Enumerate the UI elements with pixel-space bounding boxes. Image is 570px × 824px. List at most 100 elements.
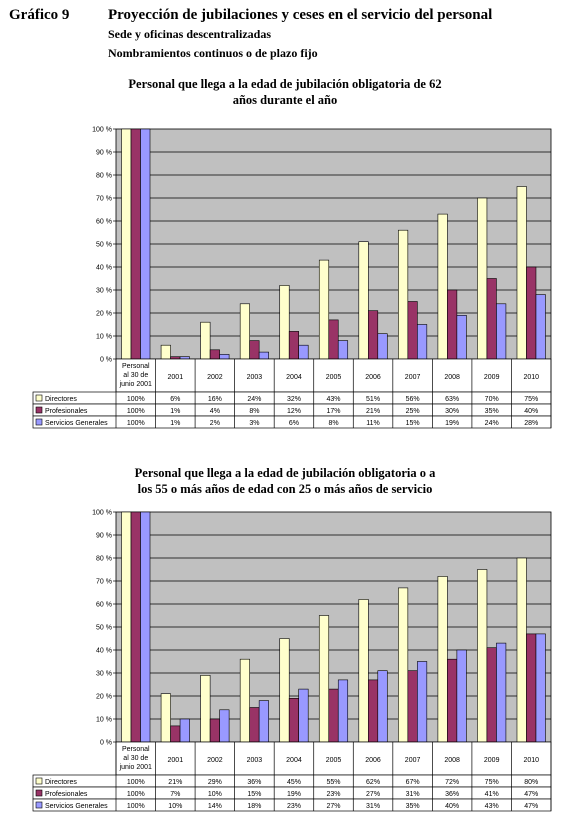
legend-key bbox=[35, 801, 43, 809]
bar bbox=[219, 709, 230, 743]
data-label: 100% bbox=[127, 420, 145, 427]
data-label: 21% bbox=[168, 779, 182, 786]
bar bbox=[477, 569, 488, 743]
data-label: 19% bbox=[445, 420, 459, 427]
data-label: 80% bbox=[524, 779, 538, 786]
data-label: 18% bbox=[247, 803, 261, 810]
y-tick-label: 10 % bbox=[96, 717, 112, 724]
data-label: 2% bbox=[210, 420, 220, 427]
data-label: 11% bbox=[366, 420, 380, 427]
legend-label: Directores bbox=[45, 396, 77, 403]
bar bbox=[407, 670, 418, 743]
data-label: 62% bbox=[366, 779, 380, 786]
data-label: 35% bbox=[485, 408, 499, 415]
y-tick-label: 20 % bbox=[96, 311, 112, 318]
bar bbox=[535, 633, 546, 743]
table-category-row bbox=[115, 358, 552, 393]
bar bbox=[367, 679, 379, 743]
data-label: 31% bbox=[366, 803, 380, 810]
data-label: 100% bbox=[127, 791, 145, 798]
y-tick-label: 30 % bbox=[96, 671, 112, 678]
data-label: 6% bbox=[170, 396, 180, 403]
legend-label: Directores bbox=[45, 779, 77, 786]
bar bbox=[398, 587, 409, 743]
data-label: 12% bbox=[287, 408, 301, 415]
data-label: 32% bbox=[287, 396, 301, 403]
data-label: 100% bbox=[127, 779, 145, 786]
y-tick-label: 60 % bbox=[96, 219, 112, 226]
data-label: 15% bbox=[406, 420, 420, 427]
bar bbox=[456, 649, 467, 743]
y-tick-label: 80 % bbox=[96, 173, 112, 180]
data-label: 72% bbox=[445, 779, 459, 786]
data-label: 43% bbox=[326, 396, 340, 403]
x-category-label: al 30 de bbox=[123, 372, 148, 379]
data-label: 100% bbox=[127, 396, 145, 403]
data-label: 45% bbox=[287, 779, 301, 786]
bar bbox=[288, 697, 299, 743]
page-title: Proyección de jubilaciones y ceses en el… bbox=[108, 7, 493, 23]
data-label: 23% bbox=[287, 803, 301, 810]
y-tick-label: 10 % bbox=[96, 334, 112, 341]
bar bbox=[200, 674, 211, 743]
bar bbox=[486, 647, 497, 743]
legend-key bbox=[35, 789, 43, 797]
y-tick-label: 70 % bbox=[96, 579, 112, 586]
x-category-label: 2002 bbox=[207, 757, 223, 764]
bar bbox=[239, 658, 250, 743]
chart-1-title-line-1: Personal que llega a la edad de jubilaci… bbox=[128, 77, 442, 91]
y-tick-label: 100 % bbox=[92, 510, 112, 517]
legend-label: Profesionales bbox=[45, 408, 88, 415]
x-category-label: 2007 bbox=[405, 757, 421, 764]
bar bbox=[358, 599, 369, 743]
y-tick-label: 90 % bbox=[96, 150, 112, 157]
y-tick-label: 60 % bbox=[96, 602, 112, 609]
y-tick-label: 70 % bbox=[96, 196, 112, 203]
data-label: 47% bbox=[524, 791, 538, 798]
bar bbox=[328, 688, 339, 743]
x-category-label: 2008 bbox=[444, 757, 460, 764]
data-label: 75% bbox=[524, 396, 538, 403]
data-label: 36% bbox=[247, 779, 261, 786]
data-label: 15% bbox=[247, 791, 261, 798]
y-tick-label: 40 % bbox=[96, 648, 112, 655]
data-label: 10% bbox=[208, 791, 222, 798]
data-label: 4% bbox=[210, 408, 220, 415]
x-category-label: 2005 bbox=[326, 374, 342, 381]
legend-key bbox=[35, 418, 43, 426]
x-category-label: 2003 bbox=[247, 374, 263, 381]
data-label: 8% bbox=[328, 420, 338, 427]
legend-label: Servicios Generales bbox=[45, 803, 108, 810]
bar bbox=[516, 557, 527, 743]
data-label: 41% bbox=[485, 791, 499, 798]
bar bbox=[209, 718, 220, 743]
bar bbox=[437, 576, 448, 743]
data-label: 47% bbox=[524, 803, 538, 810]
bar bbox=[140, 511, 151, 743]
legend-label: Servicios Generales bbox=[45, 420, 108, 427]
x-category-label: junio 2001 bbox=[119, 381, 152, 388]
x-category-label: junio 2001 bbox=[119, 764, 152, 771]
data-label: 16% bbox=[208, 396, 222, 403]
y-tick-label: 50 % bbox=[96, 625, 112, 632]
data-label: 27% bbox=[366, 791, 380, 798]
data-label: 1% bbox=[170, 408, 180, 415]
data-label: 100% bbox=[127, 408, 145, 415]
data-label: 28% bbox=[524, 420, 538, 427]
y-tick-label: 90 % bbox=[96, 533, 112, 540]
x-category-label: 2002 bbox=[207, 374, 223, 381]
chart-2-title-line-2: los 55 o más años de edad con 25 o más a… bbox=[137, 482, 433, 496]
page-subtitle-2: Nombramientos continuos o de plazo fijo bbox=[108, 46, 318, 60]
bar bbox=[447, 658, 458, 743]
x-category-label: 2005 bbox=[326, 757, 342, 764]
data-label: 17% bbox=[326, 408, 340, 415]
data-label: 70% bbox=[485, 396, 499, 403]
data-label: 55% bbox=[326, 779, 340, 786]
x-category-label: 2004 bbox=[286, 757, 302, 764]
y-tick-label: 80 % bbox=[96, 556, 112, 563]
data-label: 24% bbox=[247, 396, 261, 403]
data-label: 14% bbox=[208, 803, 222, 810]
figure-label: Gráfico 9 bbox=[9, 7, 70, 23]
y-tick-label: 30 % bbox=[96, 288, 112, 295]
